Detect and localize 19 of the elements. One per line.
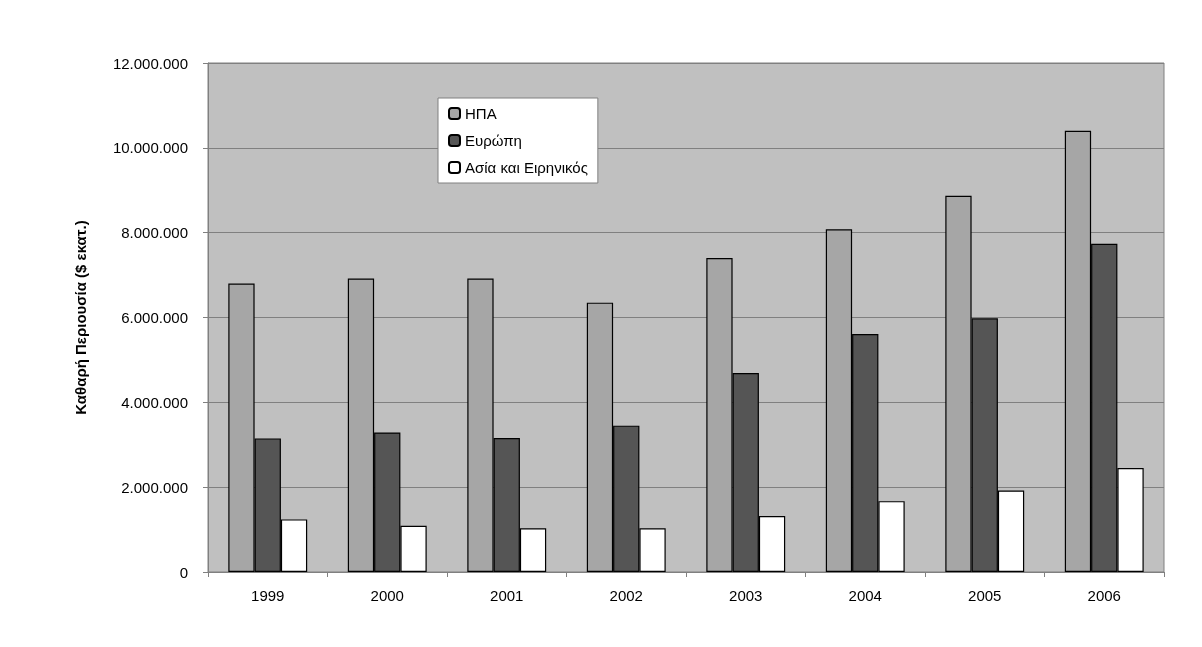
x-tick-label: 2003 [729, 587, 763, 604]
y-tick-label: 10.000.000 [112, 139, 188, 157]
x-tick-label: 2004 [848, 587, 882, 604]
x-tick-label: 1999 [251, 587, 285, 604]
x-tick-label: 2000 [370, 587, 404, 604]
y-tick-label: 12.000.000 [112, 54, 188, 72]
y-tick-label: 2.000.000 [121, 478, 188, 496]
y-tick-label: 4.000.000 [121, 393, 188, 411]
y-tick-label: 8.000.000 [121, 224, 188, 242]
y-tick-label: 0 [179, 563, 188, 581]
x-tick-label: 2001 [490, 587, 524, 604]
legend-label: Ευρώπη [465, 132, 522, 149]
legend-label: ΗΠΑ [465, 105, 497, 122]
y-axis-title: Καθαρή Περιουσία ($ εκατ.) [72, 220, 89, 415]
legend-label: Ασία και Ειρηνικός [465, 159, 588, 176]
x-tick-label: 2002 [609, 587, 643, 604]
x-tick-label: 2006 [1087, 587, 1121, 604]
x-tick-label: 2005 [968, 587, 1002, 604]
y-tick-label: 6.000.000 [121, 309, 188, 326]
